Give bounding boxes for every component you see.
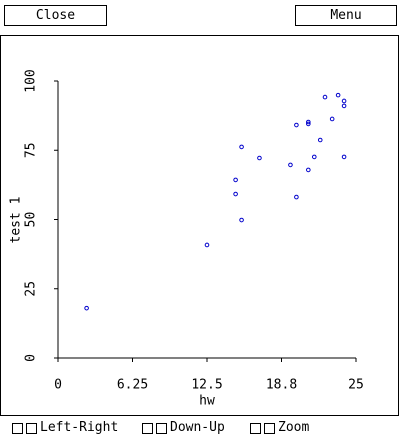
- point: [306, 119, 311, 125]
- x-tick-label: 25: [348, 378, 364, 393]
- point: [306, 167, 311, 173]
- point: [294, 194, 299, 200]
- point: [341, 103, 347, 109]
- point: [204, 242, 210, 248]
- y-tick-label: 25: [24, 281, 39, 297]
- y-tick-label: 0: [24, 354, 39, 362]
- x-tick-label: 18.8: [266, 378, 297, 393]
- x-tick-label: 12.5: [191, 378, 222, 393]
- point: [341, 98, 347, 104]
- control-label: Zoom: [278, 420, 310, 435]
- checkbox[interactable]: [26, 422, 37, 434]
- point: [233, 177, 238, 183]
- x-tick-label: 6.25: [117, 378, 148, 393]
- y-tick-label: 100: [24, 69, 39, 92]
- point: [257, 155, 262, 161]
- point: [322, 94, 328, 100]
- point: [306, 121, 311, 127]
- down-up-control[interactable]: Down-Up: [142, 421, 225, 435]
- checkbox[interactable]: [250, 422, 261, 434]
- plot-frame: [0, 35, 399, 416]
- point: [84, 305, 89, 311]
- x-axis-label: hw: [199, 394, 215, 409]
- control-label: Down-Up: [170, 420, 225, 435]
- menu-button[interactable]: Menu: [295, 5, 397, 26]
- point: [294, 122, 299, 128]
- checkbox[interactable]: [12, 422, 23, 434]
- point: [311, 154, 317, 160]
- point: [288, 162, 293, 168]
- point: [335, 92, 341, 98]
- zoom-control[interactable]: Zoom: [250, 421, 309, 435]
- point: [233, 191, 238, 197]
- left-right-control[interactable]: Left-Right: [12, 421, 118, 435]
- control-label: Left-Right: [40, 420, 119, 435]
- checkbox[interactable]: [264, 422, 275, 434]
- point: [317, 137, 323, 143]
- y-axis-label: test 1: [9, 197, 24, 244]
- checkbox[interactable]: [142, 422, 153, 434]
- checkbox[interactable]: [156, 422, 167, 434]
- point: [329, 116, 335, 122]
- point: [341, 154, 347, 160]
- point: [239, 217, 244, 223]
- y-tick-label: 50: [24, 212, 39, 228]
- point: [239, 144, 244, 150]
- x-tick-label: 0: [54, 378, 62, 393]
- y-tick-label: 75: [24, 142, 39, 158]
- close-button[interactable]: Close: [4, 5, 107, 26]
